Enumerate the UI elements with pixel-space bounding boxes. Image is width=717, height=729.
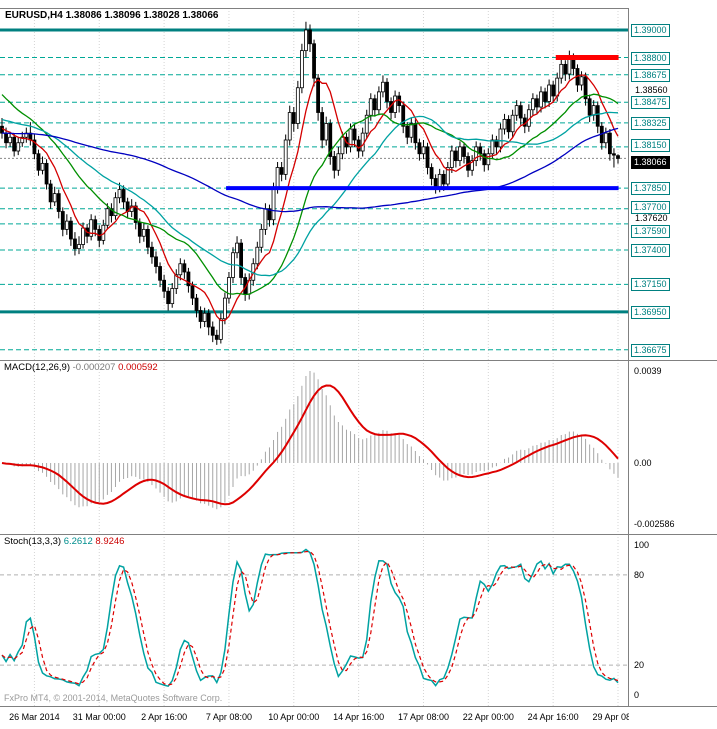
stoch-signal-value: 8.9246 [95, 536, 125, 547]
panel-separator [0, 706, 717, 707]
moving-average-line-8 [1, 74, 619, 322]
macd-signal-value: 0.000592 [118, 362, 158, 373]
time-tick-label: 2 Apr 16:00 [141, 712, 188, 722]
stochastic-axis-label: 0 [634, 690, 640, 700]
stochastic-panel[interactable]: Stoch(13,3,3) 6.2612 8.9246 FxPro MT4, ©… [0, 534, 628, 706]
price-level-label: 1.37150 [631, 278, 670, 291]
time-tick-label: 14 Apr 16:00 [333, 712, 385, 722]
moving-average-line-34 [1, 111, 619, 277]
panel-separator[interactable] [0, 534, 717, 535]
current-price-label: 1.38066 [631, 156, 670, 169]
price-level-label: 1.36675 [631, 344, 670, 357]
price-level-label: 1.37400 [631, 244, 670, 257]
macd-signal-line [1, 384, 619, 506]
price-level-label: 1.38675 [631, 69, 670, 82]
price-level-label: 1.38150 [631, 139, 670, 152]
time-tick-label: 17 Apr 08:00 [397, 712, 449, 722]
price-level-label: 1.36950 [631, 306, 670, 319]
panel-separator[interactable] [0, 360, 717, 361]
panel-separator [0, 8, 628, 9]
macd-label: MACD(12,26,9) -0.000207 0.000592 [4, 362, 158, 373]
stochastic-main-line [1, 548, 619, 688]
macd-axis-label: 0.0039 [634, 366, 662, 376]
time-tick-label: 26 Mar 2014 [9, 712, 60, 722]
price-axis[interactable]: 1.39000 1.38800 1.38675 1.38560 1.38475 1.383… [629, 0, 717, 729]
main-chart-panel[interactable]: EURUSD,H4 1.38086 1.38096 1.38028 1.3806… [0, 8, 628, 360]
copyright-watermark: FxPro MT4, © 2001-2014, MetaQuotes Softw… [4, 693, 223, 703]
stochastic-axis-label: 80 [634, 570, 645, 580]
stoch-main-value: 6.2612 [63, 536, 93, 547]
macd-panel[interactable]: MACD(12,26,9) -0.000207 0.000592 [0, 360, 628, 534]
time-tick-label: 7 Apr 08:00 [205, 712, 252, 722]
stochastic-label: Stoch(13,3,3) 6.2612 8.9246 [4, 536, 124, 547]
stochastic-canvas[interactable] [0, 534, 628, 706]
macd-axis-label: -0.002586 [634, 519, 675, 529]
axis-scale-label: 1.38560 [635, 85, 668, 95]
macd-axis-label: 0.00 [634, 458, 652, 468]
stochastic-axis-label: 100 [634, 540, 650, 550]
axis-scale-label: 1.37620 [635, 213, 668, 223]
candles-layer [0, 21, 620, 345]
time-tick-label: 10 Apr 00:00 [268, 712, 320, 722]
time-tick-label: 24 Apr 16:00 [527, 712, 579, 722]
macd-canvas[interactable] [0, 360, 628, 534]
price-level-label: 1.37850 [631, 182, 670, 195]
time-axis[interactable]: 26 Mar 2014 31 Mar 00:00 2 Apr 16:00 7 Apr … [0, 706, 717, 729]
price-level-label: 1.38475 [631, 96, 670, 109]
macd-histogram [5, 371, 619, 510]
time-tick-label: 22 Apr 00:00 [462, 712, 514, 722]
chart-title: EURUSD,H4 1.38086 1.38096 1.38028 1.3806… [5, 10, 219, 21]
macd-main-value: -0.000207 [72, 362, 116, 373]
price-chart-canvas[interactable] [0, 8, 628, 360]
time-tick-label: 29 Apr 08:00 [592, 712, 644, 722]
price-level-label: 1.37700 [631, 201, 670, 214]
price-level-label: 1.37590 [631, 225, 670, 238]
indicator-name: MACD(12,26,9) [4, 362, 70, 373]
time-tick-label: 31 Mar 00:00 [72, 712, 126, 722]
stochastic-axis-label: 20 [634, 660, 645, 670]
price-axis-separator [628, 8, 629, 706]
indicator-name: Stoch(13,3,3) [4, 536, 62, 547]
price-level-label: 1.39000 [631, 24, 670, 37]
price-level-label: 1.38325 [631, 117, 670, 130]
price-level-label: 1.38800 [631, 52, 670, 65]
moving-average-line-89 [1, 127, 619, 213]
